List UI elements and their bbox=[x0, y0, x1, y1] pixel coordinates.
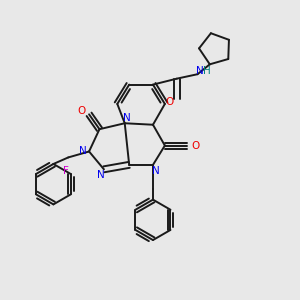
Text: O: O bbox=[165, 97, 173, 107]
Text: N: N bbox=[152, 166, 160, 176]
Text: O: O bbox=[191, 140, 200, 151]
Text: H: H bbox=[202, 66, 210, 76]
Text: O: O bbox=[77, 106, 86, 116]
Text: N: N bbox=[196, 66, 204, 76]
Text: F: F bbox=[63, 166, 68, 176]
Text: N: N bbox=[123, 113, 131, 123]
Text: N: N bbox=[97, 170, 105, 180]
Text: N: N bbox=[79, 146, 86, 156]
